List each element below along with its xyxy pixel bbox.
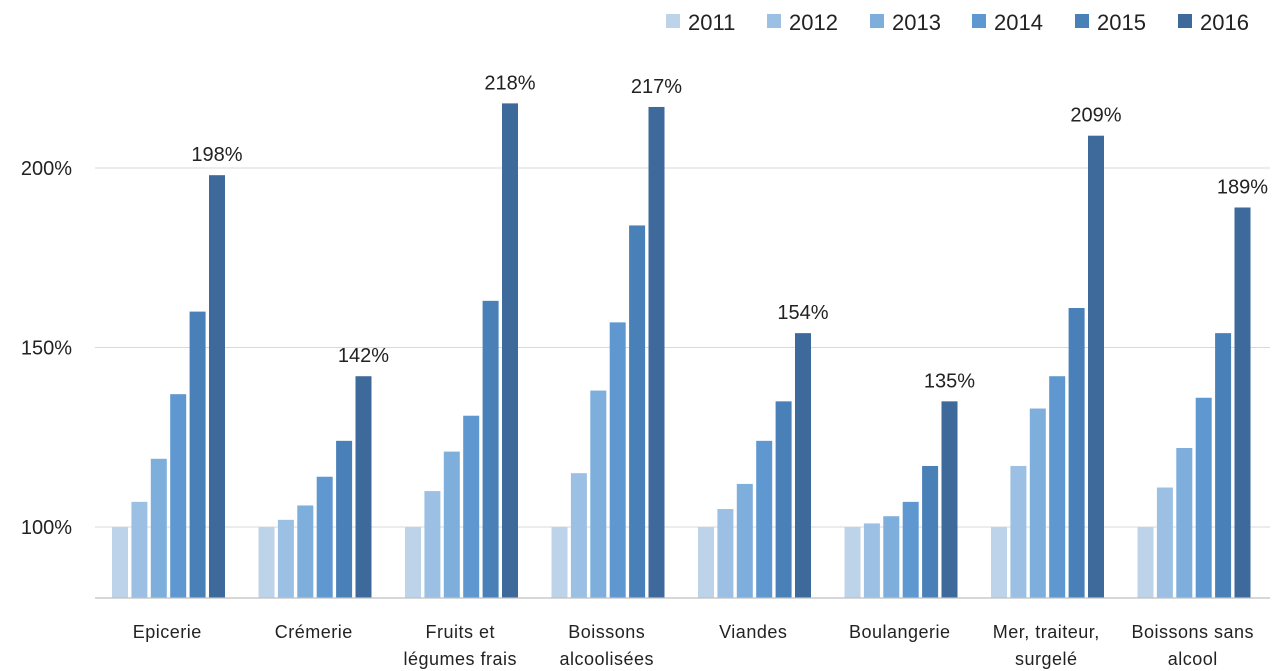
bar-2011-0 bbox=[112, 527, 128, 598]
data-label: 142% bbox=[338, 345, 389, 367]
bar-2012-3 bbox=[570, 473, 587, 598]
bar-2014-2 bbox=[463, 415, 480, 598]
bar-2015-6 bbox=[1068, 308, 1085, 598]
bar-2012-6 bbox=[1010, 465, 1027, 598]
bar-2011-3 bbox=[551, 527, 568, 598]
bar-2012-7 bbox=[1156, 487, 1173, 598]
bar-2012-5 bbox=[863, 523, 880, 598]
legend: 2011 2012 2013 2014 2015 2016 bbox=[666, 10, 1249, 35]
bar-2013-6 bbox=[1029, 408, 1046, 598]
bar-2015-2 bbox=[482, 300, 499, 598]
data-label: 154% bbox=[777, 302, 828, 324]
bar-2014-0 bbox=[170, 394, 187, 598]
bar-2011-7 bbox=[1137, 527, 1154, 598]
legend-label: 2013 bbox=[892, 10, 941, 35]
legend-swatch-2013 bbox=[870, 14, 884, 28]
bar-2016-6 bbox=[1088, 135, 1104, 598]
category-label: Boissons bbox=[568, 622, 645, 642]
legend-swatch-2014 bbox=[972, 14, 986, 28]
legend-swatch-2016 bbox=[1178, 14, 1192, 28]
bar-2015-0 bbox=[189, 311, 206, 598]
bar-2016-3 bbox=[648, 106, 665, 598]
bar-2015-4 bbox=[775, 401, 792, 598]
bar-2014-7 bbox=[1195, 397, 1212, 598]
y-tick-label: 100% bbox=[21, 517, 72, 539]
bar-2013-3 bbox=[590, 390, 607, 598]
data-labels: 198% 142% 218% 217% 154% 135% 209% 189% bbox=[191, 72, 1268, 392]
bar-2016-7 bbox=[1234, 207, 1251, 599]
bar-2012-2 bbox=[424, 491, 441, 598]
category-label: légumes frais bbox=[403, 649, 517, 669]
bar-2015-7 bbox=[1215, 333, 1232, 598]
y-tick-label: 200% bbox=[21, 158, 72, 180]
bar-2014-1 bbox=[316, 476, 333, 598]
bar-2012-4 bbox=[717, 509, 734, 598]
legend-swatch-2012 bbox=[767, 14, 781, 28]
data-label: 198% bbox=[191, 144, 242, 166]
legend-label: 2015 bbox=[1097, 10, 1146, 35]
bar-2015-3 bbox=[629, 225, 646, 598]
bar-2013-7 bbox=[1176, 448, 1193, 598]
bar-2014-5 bbox=[902, 501, 919, 598]
bar-2012-0 bbox=[131, 501, 148, 598]
bars bbox=[112, 103, 1251, 599]
data-label: 209% bbox=[1070, 105, 1121, 127]
bar-2012-1 bbox=[277, 519, 294, 598]
bar-2013-5 bbox=[883, 516, 900, 598]
data-label: 135% bbox=[924, 370, 975, 392]
legend-swatch-2011 bbox=[666, 14, 680, 28]
category-label: Fruits et bbox=[425, 622, 495, 642]
bar-2016-5 bbox=[941, 401, 958, 598]
category-label: Boulangerie bbox=[849, 622, 951, 642]
bar-2013-0 bbox=[150, 458, 167, 598]
legend-label: 2016 bbox=[1200, 10, 1249, 35]
data-label: 218% bbox=[484, 72, 535, 94]
bar-2011-4 bbox=[698, 527, 714, 598]
legend-swatch-2015 bbox=[1075, 14, 1089, 28]
bar-2016-2 bbox=[502, 103, 518, 598]
bar-2014-3 bbox=[609, 322, 626, 598]
category-labels: Epicerie Crémerie Fruits et légumes frais Bo… bbox=[133, 622, 1254, 669]
bar-2016-0 bbox=[209, 175, 225, 598]
bar-2014-6 bbox=[1049, 376, 1066, 598]
bar-2013-1 bbox=[297, 505, 314, 598]
category-label: alcoolisées bbox=[559, 649, 654, 669]
bar-2015-5 bbox=[922, 465, 939, 598]
category-label: Epicerie bbox=[133, 622, 202, 642]
bar-2011-1 bbox=[258, 527, 275, 598]
bar-2016-1 bbox=[355, 376, 372, 598]
bar-2011-5 bbox=[844, 527, 861, 598]
bar-2013-4 bbox=[736, 483, 753, 598]
category-label: Mer, traiteur, bbox=[993, 622, 1100, 642]
category-label: Crémerie bbox=[275, 622, 353, 642]
bar-2014-4 bbox=[756, 440, 773, 598]
bar-2011-6 bbox=[991, 527, 1007, 598]
legend-label: 2011 bbox=[688, 10, 735, 35]
bar-2015-1 bbox=[336, 440, 353, 598]
y-tick-label: 150% bbox=[21, 338, 72, 360]
category-label: alcool bbox=[1168, 649, 1218, 669]
data-label: 217% bbox=[631, 76, 682, 98]
category-label: Boissons sans bbox=[1131, 622, 1254, 642]
bar-2013-2 bbox=[443, 451, 460, 598]
legend-label: 2014 bbox=[994, 10, 1043, 35]
bar-2016-4 bbox=[795, 333, 811, 598]
legend-label: 2012 bbox=[789, 10, 838, 35]
category-label: Viandes bbox=[719, 622, 787, 642]
bar-2011-2 bbox=[405, 527, 421, 598]
data-label: 189% bbox=[1217, 176, 1268, 198]
y-axis-tick-labels: 100% 150% 200% bbox=[21, 158, 72, 539]
category-label: surgelé bbox=[1015, 649, 1078, 669]
